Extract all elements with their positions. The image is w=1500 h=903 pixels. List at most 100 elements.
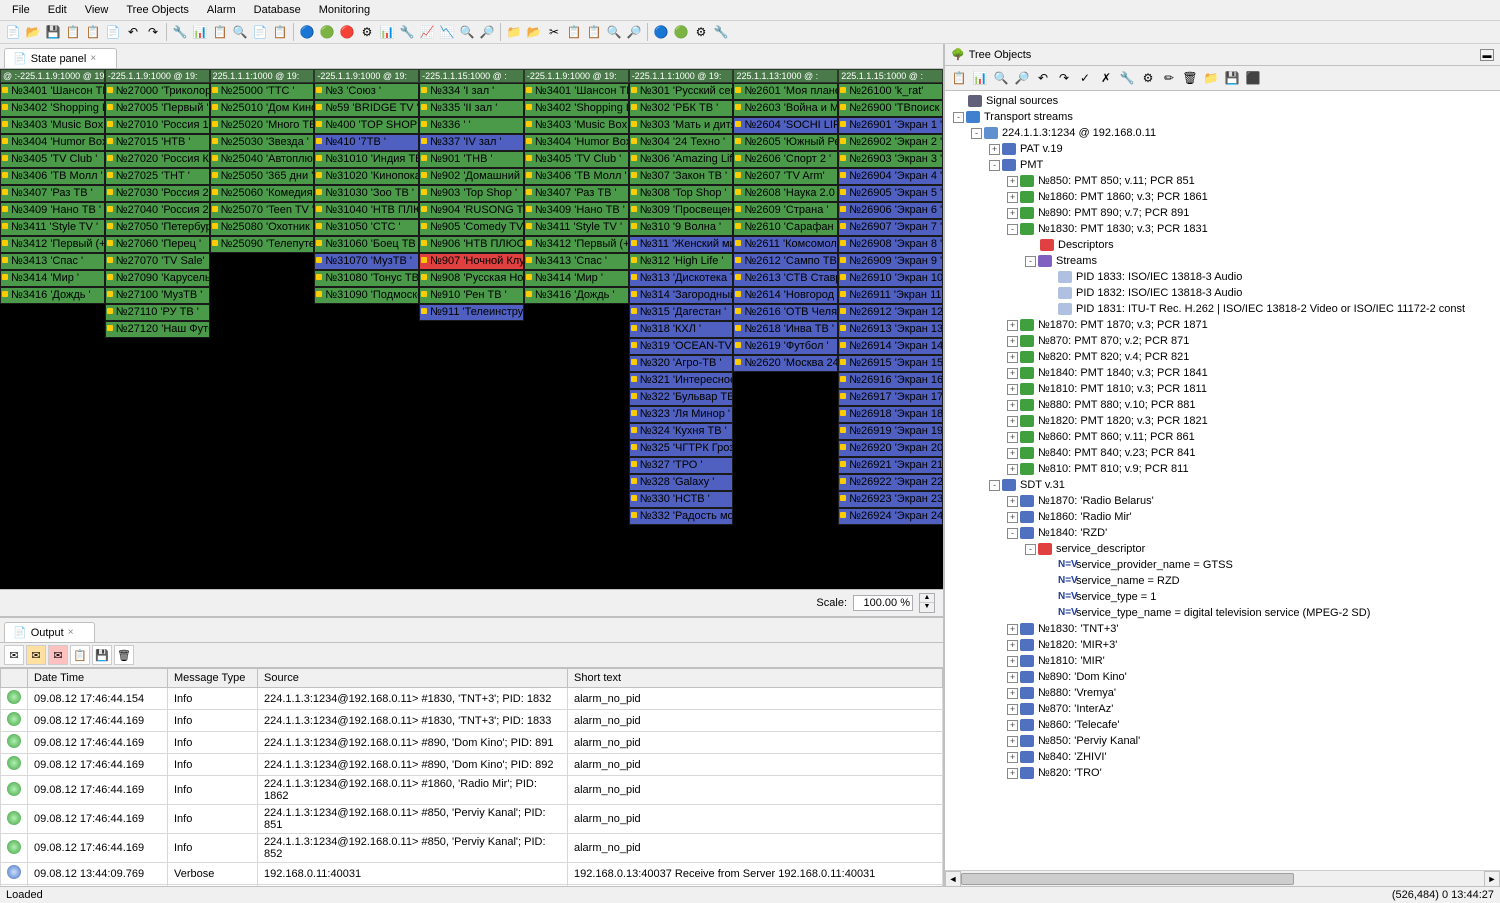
channel-cell[interactable]: №2618 'Инва ТВ ' <box>733 321 838 338</box>
expand-icon[interactable]: + <box>1007 336 1018 347</box>
channel-cell[interactable]: №25000 'ТТС ' <box>210 83 315 100</box>
output-col-header[interactable]: Short text <box>568 669 943 688</box>
channel-cell[interactable]: №26904 'Экран 4 ' <box>838 168 943 185</box>
tree-node[interactable]: +№1870: PMT 1870; v.3; PCR 1871 <box>947 317 1498 333</box>
channel-cell[interactable]: №3403 'Music Box ' <box>524 117 629 134</box>
channel-cell[interactable]: №306 'Amazing Life' <box>629 151 734 168</box>
toolbar-btn[interactable]: 🔧 <box>398 23 416 41</box>
expand-icon[interactable]: + <box>1007 176 1018 187</box>
tree-node[interactable]: +№820: PMT 820; v.4; PCR 821 <box>947 349 1498 365</box>
channel-cell[interactable]: №26916 'Экран 16 ' <box>838 372 943 389</box>
toolbar-btn[interactable]: 📈 <box>418 23 436 41</box>
tree-toolbar-btn[interactable]: ↶ <box>1033 68 1053 88</box>
channel-cell[interactable]: №322 'Бульвар ТВ ' <box>629 389 734 406</box>
tree-toolbar-btn[interactable]: ↷ <box>1054 68 1074 88</box>
channel-cell[interactable]: №3409 'Нано ТВ ' <box>0 202 105 219</box>
channel-cell[interactable]: №905 'Comedy TV ' <box>419 219 524 236</box>
tree-node[interactable]: +№880: PMT 880; v.10; PCR 881 <box>947 397 1498 413</box>
channel-cell[interactable]: №2604 'SOCHI LIFE' <box>733 117 838 134</box>
channel-cell[interactable]: №327 'ТРО ' <box>629 457 734 474</box>
tree-node[interactable]: +№1810: 'MIR' <box>947 653 1498 669</box>
channel-cell[interactable]: №27110 'РУ ТВ ' <box>105 304 210 321</box>
channel-cell[interactable]: №26903 'Экран 3 ' <box>838 151 943 168</box>
toolbar-btn[interactable]: 📋 <box>585 23 603 41</box>
tree-node[interactable]: +№850: 'Perviy Kanal' <box>947 733 1498 749</box>
channel-cell[interactable]: №31060 'Боец ТВ ' <box>314 236 419 253</box>
channel-cell[interactable]: №59 'BRIDGE TV ' <box>314 100 419 117</box>
tree-toolbar-btn[interactable]: ✓ <box>1075 68 1095 88</box>
output-col-header[interactable] <box>1 669 28 688</box>
channel-cell[interactable]: №27010 'Россия 1 ' <box>105 117 210 134</box>
toolbar-btn[interactable]: 📊 <box>378 23 396 41</box>
tree-hscroll[interactable]: ◄► <box>945 870 1500 886</box>
channel-cell[interactable]: №26923 'Экран 23 ' <box>838 491 943 508</box>
channel-cell[interactable]: №3407 'Раз ТВ ' <box>0 185 105 202</box>
channel-cell[interactable]: №3414 'Мир ' <box>524 270 629 287</box>
channel-cell[interactable]: №3409 'Нано ТВ ' <box>524 202 629 219</box>
channel-cell[interactable]: №27050 'Петербург <box>105 219 210 236</box>
channel-cell[interactable]: №2605 'Южный Реги <box>733 134 838 151</box>
toolbar-btn[interactable]: 🔵 <box>298 23 316 41</box>
channel-cell[interactable]: №3401 'Шансон ТВ ' <box>0 83 105 100</box>
channel-cell[interactable]: №31040 'НТВ ПЛЮС Т <box>314 202 419 219</box>
expand-icon[interactable]: + <box>1007 352 1018 363</box>
channel-cell[interactable]: №25090 'Телепутеш <box>210 236 315 253</box>
channel-cell[interactable]: №3407 'Раз ТВ ' <box>524 185 629 202</box>
toolbar-btn[interactable]: 📄 <box>104 23 122 41</box>
channel-cell[interactable]: №3404 'Humor Box ' <box>0 134 105 151</box>
toolbar-btn[interactable]: 📂 <box>24 23 42 41</box>
expand-icon[interactable]: + <box>1007 704 1018 715</box>
toolbar-btn[interactable]: ✂ <box>545 23 563 41</box>
tree-node[interactable]: PID 1832: ISO/IEC 13818-3 Audio <box>947 285 1498 301</box>
tree-node[interactable]: +№1810: PMT 1810; v.3; PCR 1811 <box>947 381 1498 397</box>
tree-node[interactable]: -Streams <box>947 253 1498 269</box>
channel-cell[interactable]: №25010 'Дом Кино ' <box>210 100 315 117</box>
channel-cell[interactable]: №321 'Интересное Т <box>629 372 734 389</box>
channel-cell[interactable]: №325 'ЧГТРК Грозн <box>629 440 734 457</box>
expand-icon[interactable]: + <box>1007 368 1018 379</box>
channel-cell[interactable]: №26907 'Экран 7 ' <box>838 219 943 236</box>
channel-cell[interactable]: №324 'Кухня ТВ ' <box>629 423 734 440</box>
channel-cell[interactable]: №3416 'Дождь ' <box>524 287 629 304</box>
tree-node[interactable]: +№820: 'TRO' <box>947 765 1498 781</box>
channel-cell[interactable]: №27000 'ТриколорТВ <box>105 83 210 100</box>
channel-cell[interactable]: №26901 'Экран 1 ' <box>838 117 943 134</box>
column-header[interactable]: 225.1.1.1:1000 @ 19: <box>210 69 315 83</box>
channel-cell[interactable]: №26909 'Экран 9 ' <box>838 253 943 270</box>
toolbar-btn[interactable]: 📋 <box>565 23 583 41</box>
channel-cell[interactable]: №26915 'Экран 15 ' <box>838 355 943 372</box>
channel-cell[interactable]: №31050 'CТС ' <box>314 219 419 236</box>
expand-icon[interactable]: + <box>1007 672 1018 683</box>
tree-toolbar-btn[interactable]: 📁 <box>1201 68 1221 88</box>
channel-cell[interactable]: №319 'OCEAN-TV ' <box>629 338 734 355</box>
tree-node[interactable]: Descriptors <box>947 237 1498 253</box>
minimize-icon[interactable]: ▬ <box>1480 49 1494 61</box>
toolbar-btn[interactable]: 🔵 <box>652 23 670 41</box>
close-icon[interactable]: × <box>68 627 74 638</box>
channel-cell[interactable]: №908 'Русская Ноч <box>419 270 524 287</box>
channel-cell[interactable]: №3 'Союз ' <box>314 83 419 100</box>
tree-toolbar-btn[interactable]: 📊 <box>970 68 990 88</box>
toolbar-btn[interactable]: 📄 <box>251 23 269 41</box>
channel-cell[interactable]: №301 'Русский сев <box>629 83 734 100</box>
channel-cell[interactable]: №3413 'Спас ' <box>524 253 629 270</box>
channel-cell[interactable]: №3413 'Спас ' <box>0 253 105 270</box>
channel-cell[interactable]: №2616 'ОТВ Челяби <box>733 304 838 321</box>
toolbar-btn[interactable]: 📁 <box>505 23 523 41</box>
channel-cell[interactable]: №3405 'TV Club ' <box>524 151 629 168</box>
tree-node[interactable]: PID 1833: ISO/IEC 13818-3 Audio <box>947 269 1498 285</box>
channel-cell[interactable]: №3405 'TV Club ' <box>0 151 105 168</box>
tool-btn[interactable]: 📋 <box>70 645 90 665</box>
toolbar-btn[interactable]: 🔎 <box>625 23 643 41</box>
channel-cell[interactable]: №31080 'Тонус ТВ ' <box>314 270 419 287</box>
channel-cell[interactable]: №26924 'Экран 24 ' <box>838 508 943 525</box>
channel-cell[interactable]: №25070 'Teen TV ' <box>210 202 315 219</box>
channel-cell[interactable]: №26921 'Экран 21 ' <box>838 457 943 474</box>
tree-node[interactable]: N=Vservice_provider_name = GTSS <box>947 557 1498 573</box>
toolbar-btn[interactable]: 📊 <box>191 23 209 41</box>
channel-cell[interactable]: №2601 'Моя планета <box>733 83 838 100</box>
toolbar-btn[interactable]: 🔧 <box>712 23 730 41</box>
toolbar-btn[interactable]: 📄 <box>4 23 22 41</box>
channel-cell[interactable]: №318 'КХЛ ' <box>629 321 734 338</box>
channel-cell[interactable]: №27090 'Карусель ' <box>105 270 210 287</box>
